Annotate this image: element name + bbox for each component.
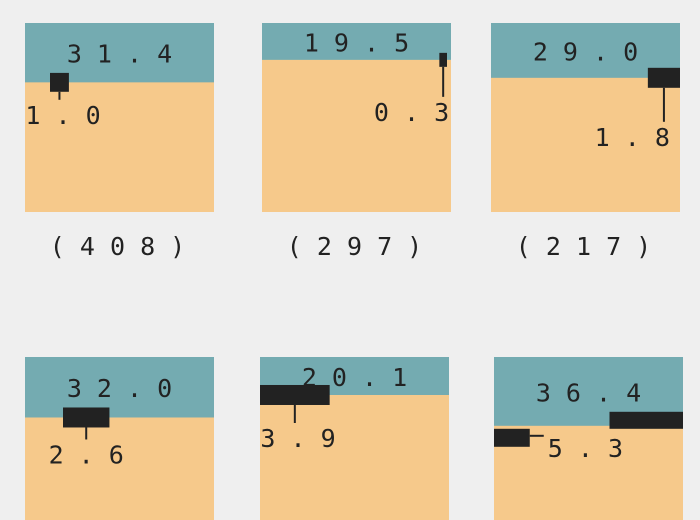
panel-3-mark: [647, 67, 680, 88]
panel-1-top: [25, 23, 214, 83]
panel-6-mark-right: [609, 411, 683, 429]
panel-1-count-label: ( 4 0 8 ): [50, 232, 185, 261]
panel-5-mark: [260, 384, 330, 405]
panel-4-mark-value: 2 . 6: [49, 440, 124, 469]
panel-6-top-value: 3 6 . 4: [536, 378, 641, 407]
panel-4-top: [25, 357, 214, 418]
panel-6-mark-value: 5 . 3: [548, 434, 623, 463]
panel-6-mark-left: [494, 428, 530, 447]
panel-4-top-value: 3 2 . 0: [67, 374, 172, 403]
panel-1-mark-value: 1 . 0: [25, 101, 100, 130]
panel-1-top-value: 3 1 . 4: [67, 40, 172, 69]
panel-4-mark: [63, 407, 110, 428]
panel-3-top-value: 2 9 . 0: [533, 37, 638, 66]
panel-2-top-value: 1 9 . 5: [304, 28, 409, 57]
panel-1-mark: [50, 72, 69, 92]
panel-2-mark-value: 0 . 3: [374, 98, 449, 127]
panel-3-count-label: ( 2 1 7 ): [516, 232, 651, 261]
panel-2-count-label: ( 2 9 7 ): [287, 232, 422, 261]
panel-5-mark-value: 3 . 9: [260, 424, 335, 453]
panel-2-top: [262, 23, 451, 60]
panel-3-mark-value: 1 . 8: [595, 123, 670, 152]
panel-2-mark: [439, 52, 447, 67]
